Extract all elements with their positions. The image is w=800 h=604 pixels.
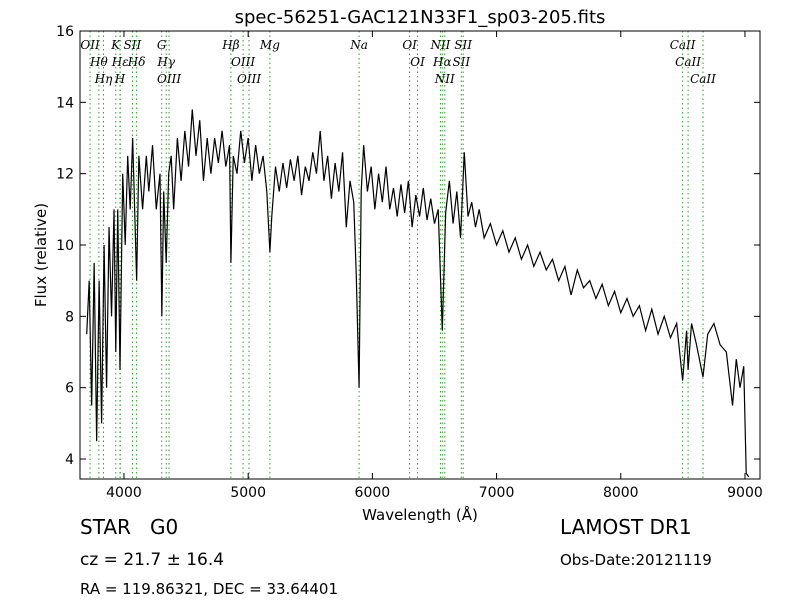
spectral-line-label: CaII [690,72,716,86]
x-axis-label: Wavelength (Å) [362,505,478,524]
spectral-line-label: K [110,38,121,52]
spectral-line-label: Hα [432,55,452,69]
spectrum-line [86,109,750,478]
x-tick-label: 5000 [230,485,266,501]
spectral-line-label: Hθ [89,55,108,69]
spectral-line-label: Hγ [156,55,175,69]
y-axis-label: Flux (relative) [32,203,50,307]
spectral-line-label: OII [80,38,100,52]
coordinates: RA = 119.86321, DEC = 33.64401 [80,580,338,598]
survey: LAMOST DR1 [560,515,692,539]
y-tick-label: 4 [65,452,74,468]
spectral-line-label: OI [410,55,425,69]
plot-area [86,109,750,478]
x-tick-label: 6000 [355,485,391,501]
object-class: STAR G0 [80,515,178,539]
spectral-line-label: Hε [111,55,129,69]
x-tick-label: 9000 [727,485,763,501]
spectral-line-label: SII [454,38,472,52]
x-tick-label: 8000 [603,485,639,501]
plot-frame [79,30,761,480]
y-tick-label: 10 [56,238,74,254]
spectral-line-label: H [114,72,126,86]
spectral-line-label: OIII [231,55,255,69]
x-tick-label: 4000 [106,485,142,501]
spectral-line-label: NII [434,72,455,86]
obs-date: Obs-Date:20121119 [560,551,712,569]
spectral-line-label: Hη [94,72,113,86]
spectral-line-label: SII [452,55,470,69]
y-tick-label: 14 [56,95,74,111]
y-tick-label: 8 [65,309,74,325]
spectral-line-label: CaII [675,55,701,69]
y-tick-label: 6 [65,381,74,397]
spectral-line-label: NII [429,38,450,52]
redshift: cz = 21.7 ± 16.4 [80,550,224,570]
y-tick-label: 12 [56,167,74,183]
spectral-line-label: OIII [157,72,181,86]
spectral-line-label: Mg [259,38,280,52]
spectral-line-label: OI [402,38,417,52]
spectral-line-label: G [157,38,167,52]
spectral-line-label: OIII [237,72,261,86]
spectral-line-label: Na [349,38,368,52]
spectral-line-label: Hδ [127,55,146,69]
y-tick-label: 16 [56,24,74,40]
spectral-line-label: CaII [670,38,696,52]
x-tick-label: 7000 [479,485,515,501]
spectral-line-label: SII [124,38,142,52]
spectral-line-label: Hβ [221,38,239,52]
chart-title: spec-56251-GAC121N33F1_sp03-205.fits [235,7,606,28]
